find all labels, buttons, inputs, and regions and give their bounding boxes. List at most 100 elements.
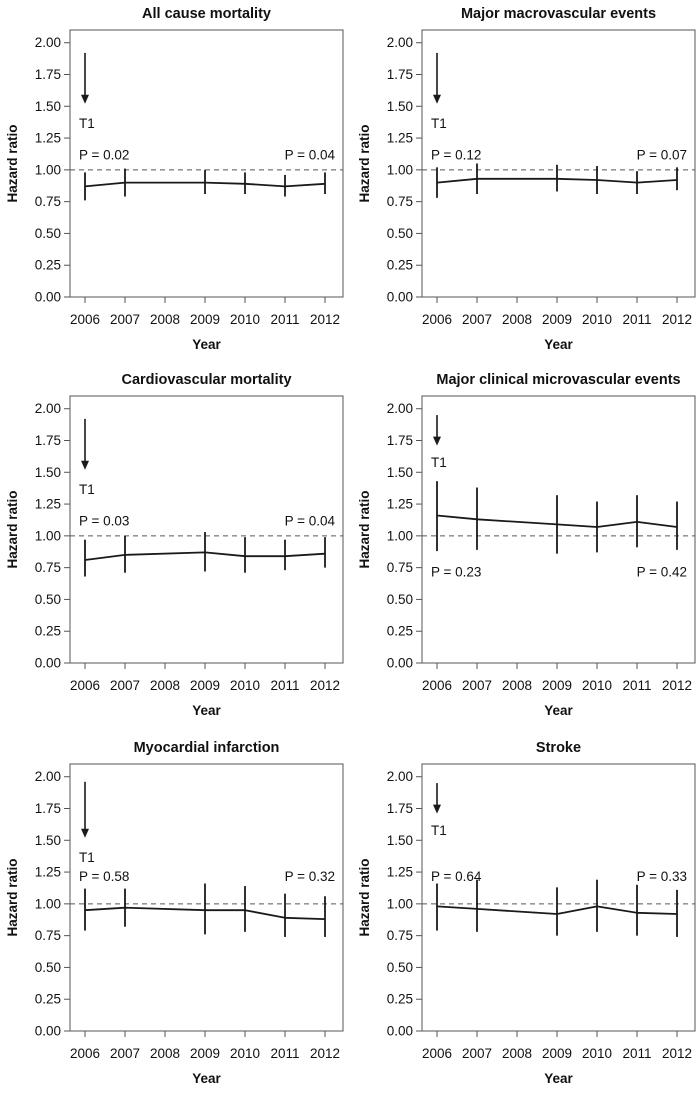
panel-1-x-tick-label: 2010 bbox=[230, 312, 260, 327]
panel-3-y-tick-label: 1.00 bbox=[35, 528, 61, 543]
panel-5-y-tick-label: 0.25 bbox=[35, 992, 61, 1007]
panel-2-x-axis-title: Year bbox=[544, 337, 573, 352]
panel-4-y-tick-label: 1.50 bbox=[387, 465, 413, 480]
panel-1-y-tick-label: 1.50 bbox=[35, 99, 61, 114]
panel-1-y-axis-title: Hazard ratio bbox=[5, 124, 20, 202]
panel-5-x-tick-label: 2009 bbox=[190, 1046, 220, 1061]
panel-3-series-line bbox=[84, 551, 326, 561]
panel-1-x-tick-label: 2011 bbox=[270, 312, 299, 327]
panel-2-p-value-left: P = 0.12 bbox=[431, 148, 481, 163]
panel-3-y-tick-label: 0.00 bbox=[35, 656, 61, 671]
panel-2-y-tick-label: 1.50 bbox=[387, 99, 413, 114]
panel-6-series-line bbox=[436, 905, 678, 915]
panel-6-t1-label: T1 bbox=[431, 823, 447, 838]
panel-6-title: Stroke bbox=[536, 740, 581, 756]
panel-6-x-tick-label: 2010 bbox=[582, 1046, 612, 1061]
panel-4-y-tick-label: 1.25 bbox=[387, 497, 413, 512]
panel-2-x-tick-label: 2011 bbox=[622, 312, 651, 327]
panel-5-p-value-left: P = 0.58 bbox=[79, 869, 129, 884]
panel-2-y-tick-label: 0.00 bbox=[387, 290, 413, 305]
panel-3-y-tick-label: 1.50 bbox=[35, 465, 61, 480]
panel-2-y-tick-label: 1.00 bbox=[387, 162, 413, 177]
panel-4-plot-frame bbox=[421, 395, 696, 664]
panel-4-x-tick-label: 2011 bbox=[622, 678, 651, 693]
panel-3-t1-label: T1 bbox=[79, 482, 95, 497]
panel-6-x-tick-label: 2006 bbox=[422, 1046, 452, 1061]
panel-6-y-tick-label: 1.75 bbox=[387, 801, 413, 816]
panel-4-series-line bbox=[436, 514, 678, 528]
panel-4-y-tick-label: 0.75 bbox=[387, 560, 413, 575]
panel-1-y-tick-label: 0.50 bbox=[35, 226, 61, 241]
panel-4-y-tick-label: 1.75 bbox=[387, 433, 413, 448]
panel-2-title: Major macrovascular events bbox=[461, 6, 656, 22]
panel-5-y-axis-title: Hazard ratio bbox=[5, 858, 20, 936]
panel-2-y-tick-label: 1.25 bbox=[387, 131, 413, 146]
panel-5-p-value-right: P = 0.32 bbox=[285, 869, 335, 884]
panel-6-x-tick-label: 2011 bbox=[622, 1046, 651, 1061]
panel-5-x-tick-label: 2008 bbox=[150, 1046, 180, 1061]
panel-3-y-tick-label: 1.75 bbox=[35, 433, 61, 448]
panel-2-x-tick-label: 2009 bbox=[542, 312, 572, 327]
panel-2-y-tick-label: 0.50 bbox=[387, 226, 413, 241]
panel-4-x-axis-title: Year bbox=[544, 703, 573, 718]
panel-3-x-tick-label: 2010 bbox=[230, 678, 260, 693]
panel-4-y-axis-title: Hazard ratio bbox=[357, 490, 372, 568]
panel-2-y-tick-label: 0.25 bbox=[387, 258, 413, 273]
panel-1-series-line bbox=[84, 181, 326, 188]
panel-5-y-tick-label: 0.75 bbox=[35, 928, 61, 943]
panel-1-p-value-right: P = 0.04 bbox=[285, 148, 336, 163]
panel-5-x-tick-label: 2007 bbox=[110, 1046, 140, 1061]
panel-5-title: Myocardial infarction bbox=[134, 740, 280, 756]
panel-4-y-tick-label: 0.50 bbox=[387, 592, 413, 607]
panel-3-x-tick-label: 2011 bbox=[270, 678, 299, 693]
panel-3-t1-arrow-head bbox=[81, 460, 89, 470]
panel-5-y-tick-label: 0.00 bbox=[35, 1024, 61, 1039]
panel-1-y-tick-label: 0.75 bbox=[35, 194, 61, 209]
panel-6-y-tick-label: 0.25 bbox=[387, 992, 413, 1007]
panel-3-title: Cardiovascular mortality bbox=[121, 372, 291, 388]
panel-5-x-tick-label: 2010 bbox=[230, 1046, 260, 1061]
panel-3-y-tick-label: 0.75 bbox=[35, 560, 61, 575]
panel-5-t1-arrow-head bbox=[81, 828, 89, 838]
panel-5-y-tick-label: 0.50 bbox=[35, 960, 61, 975]
panel-1-y-tick-label: 2.00 bbox=[35, 35, 61, 50]
panel-2-x-tick-label: 2010 bbox=[582, 312, 612, 327]
panel-3-p-value-right: P = 0.04 bbox=[285, 514, 336, 529]
panel-2-t1-arrow-head bbox=[433, 94, 441, 104]
panel-5-x-axis-title: Year bbox=[192, 1071, 221, 1086]
panel-5-series-line bbox=[84, 906, 326, 920]
panel-4-y-tick-label: 0.25 bbox=[387, 624, 413, 639]
panel-4-x-tick-label: 2009 bbox=[542, 678, 572, 693]
panel-1-p-value-left: P = 0.02 bbox=[79, 148, 129, 163]
panel-6-y-tick-label: 2.00 bbox=[387, 769, 413, 784]
panel-2-y-tick-label: 1.75 bbox=[387, 67, 413, 82]
panel-2-x-tick-label: 2006 bbox=[422, 312, 452, 327]
panel-4-title: Major clinical microvascular events bbox=[436, 372, 680, 388]
panel-6-t1-arrow-head bbox=[433, 804, 441, 814]
panel-3-p-value-left: P = 0.03 bbox=[79, 514, 129, 529]
panel-1-t1-arrow-head bbox=[81, 94, 89, 104]
panel-3-x-tick-label: 2008 bbox=[150, 678, 180, 693]
panel-1-x-axis-title: Year bbox=[192, 337, 221, 352]
panel-2-y-axis-title: Hazard ratio bbox=[357, 124, 372, 202]
panel-1-x-tick-label: 2012 bbox=[310, 312, 340, 327]
panel-1-x-tick-label: 2009 bbox=[190, 312, 220, 327]
panel-5-y-tick-label: 1.00 bbox=[35, 896, 61, 911]
panel-5-y-tick-label: 1.25 bbox=[35, 865, 61, 880]
panel-4-x-tick-label: 2006 bbox=[422, 678, 452, 693]
panel-5-y-tick-label: 1.75 bbox=[35, 801, 61, 816]
panel-4-p-value-left: P = 0.23 bbox=[431, 564, 481, 579]
panel-3-x-tick-label: 2012 bbox=[310, 678, 340, 693]
panel-6-p-value-left: P = 0.64 bbox=[431, 869, 482, 884]
panel-3-y-tick-label: 2.00 bbox=[35, 401, 61, 416]
panel-4-x-tick-label: 2008 bbox=[502, 678, 532, 693]
panel-2-x-tick-label: 2008 bbox=[502, 312, 532, 327]
panel-6-plot-frame bbox=[421, 763, 696, 1032]
panel-6-y-tick-label: 0.75 bbox=[387, 928, 413, 943]
panel-4-x-tick-label: 2012 bbox=[662, 678, 692, 693]
panel-5-t1-label: T1 bbox=[79, 850, 95, 865]
panel-2-y-tick-label: 0.75 bbox=[387, 194, 413, 209]
panel-1-x-tick-label: 2006 bbox=[70, 312, 100, 327]
panel-2-y-tick-label: 2.00 bbox=[387, 35, 413, 50]
